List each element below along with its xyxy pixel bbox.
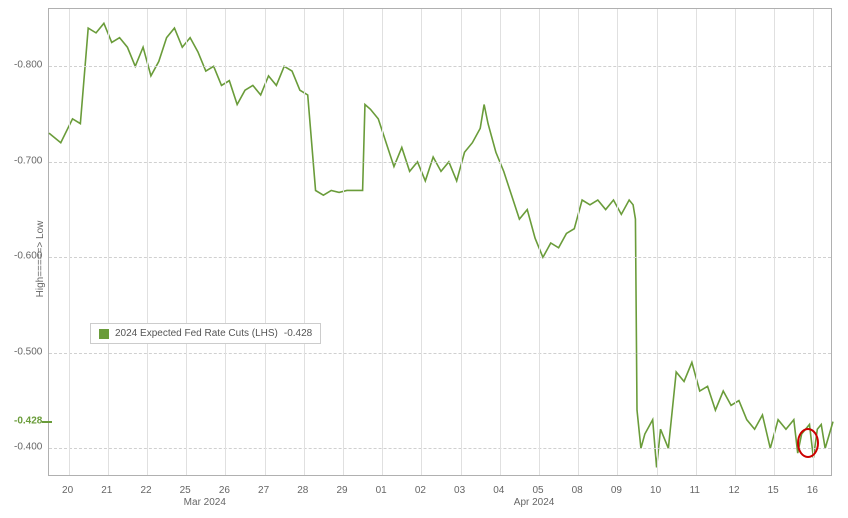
x-tick-label: 01 [376, 485, 387, 496]
x-tick-label: 16 [807, 485, 818, 496]
gridline-h [49, 353, 831, 354]
gridline-v [186, 9, 187, 475]
gridline-v [225, 9, 226, 475]
y-tick-label: -0.500 [14, 346, 42, 357]
x-tick-label: 22 [140, 485, 151, 496]
y-tick-current-mark [42, 421, 52, 423]
y-tick-label: -0.700 [14, 155, 42, 166]
x-month-label: Mar 2024 [184, 497, 226, 508]
legend-series-value: -0.428 [284, 328, 312, 339]
x-tick-label: 20 [62, 485, 73, 496]
gridline-v [500, 9, 501, 475]
x-tick-label: 09 [611, 485, 622, 496]
gridline-v [617, 9, 618, 475]
gridline-v [147, 9, 148, 475]
x-tick-label: 28 [297, 485, 308, 496]
x-tick-label: 10 [650, 485, 661, 496]
x-tick-label: 12 [728, 485, 739, 496]
gridline-v [578, 9, 579, 475]
legend-series-name: 2024 Expected Fed Rate Cuts (LHS) [115, 328, 278, 339]
gridline-v [69, 9, 70, 475]
gridline-v [108, 9, 109, 475]
x-tick-label: 03 [454, 485, 465, 496]
y-tick-label: -0.800 [14, 60, 42, 71]
x-tick-label: 21 [101, 485, 112, 496]
gridline-h [49, 162, 831, 163]
series-line [49, 9, 833, 477]
gridline-v [696, 9, 697, 475]
gridline-v [657, 9, 658, 475]
gridline-v [461, 9, 462, 475]
gridline-h [49, 448, 831, 449]
gridline-v [343, 9, 344, 475]
x-tick-label: 25 [180, 485, 191, 496]
x-tick-label: 11 [690, 485, 700, 496]
gridline-v [735, 9, 736, 475]
gridline-v [421, 9, 422, 475]
y-tick-current: -0.428 [14, 415, 42, 426]
gridline-v [382, 9, 383, 475]
plot-area [48, 8, 832, 476]
series-path [49, 23, 833, 467]
x-month-label: Apr 2024 [514, 497, 555, 508]
legend-swatch [99, 329, 109, 339]
gridline-v [539, 9, 540, 475]
gridline-v [813, 9, 814, 475]
gridline-h [49, 257, 831, 258]
y-tick-label: -0.400 [14, 442, 42, 453]
chart-container: High=====> Low 2024 Expected Fed Rate Cu… [0, 0, 848, 518]
x-tick-label: 26 [219, 485, 230, 496]
x-tick-label: 02 [415, 485, 426, 496]
gridline-v [304, 9, 305, 475]
highlight-circle [797, 428, 819, 458]
x-tick-label: 08 [572, 485, 583, 496]
x-tick-label: 29 [336, 485, 347, 496]
x-tick-label: 15 [768, 485, 779, 496]
y-tick-label: -0.600 [14, 251, 42, 262]
x-tick-label: 27 [258, 485, 269, 496]
x-tick-label: 05 [532, 485, 543, 496]
x-tick-label: 04 [493, 485, 504, 496]
legend-box: 2024 Expected Fed Rate Cuts (LHS) -0.428 [90, 323, 321, 344]
gridline-h [49, 66, 831, 67]
gridline-v [265, 9, 266, 475]
gridline-v [774, 9, 775, 475]
